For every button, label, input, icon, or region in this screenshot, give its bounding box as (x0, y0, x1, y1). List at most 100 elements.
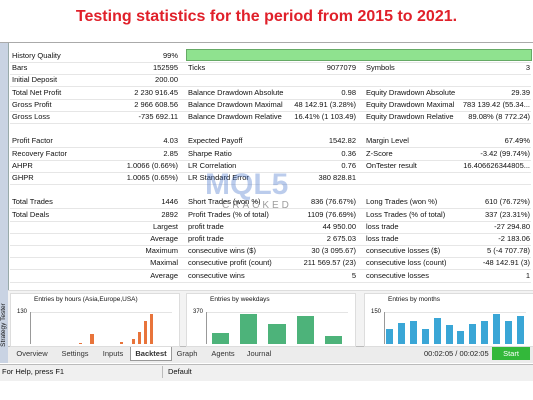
tab[interactable]: Settings (61, 349, 89, 358)
status-text: For Help, press F1 (2, 367, 65, 376)
axis (206, 312, 207, 344)
axis (384, 312, 385, 344)
stat-group: Average (150, 234, 178, 243)
bar (386, 329, 394, 344)
watermark: CRACKED (222, 200, 292, 211)
watermark: MQL5 (205, 168, 289, 201)
stat-value: 836 (76.67%) (310, 197, 356, 207)
stat-value: 99% (162, 51, 178, 60)
stat-group: Average (150, 270, 178, 280)
tab[interactable]: Overview (16, 349, 48, 358)
stat-label: AHPR (12, 160, 33, 170)
stat-value: 0.76 (341, 160, 356, 170)
stat-value: -2 183.06 (498, 234, 530, 243)
tab[interactable]: Journal (246, 349, 272, 358)
stat-value: 783 139.42 (55.34... (462, 99, 530, 109)
stat-label: Balance Drawdown Maximal (188, 99, 283, 109)
row-line (10, 171, 531, 173)
stat-label: Ticks (188, 63, 206, 73)
stat-value: 4.03 (163, 136, 178, 146)
bar (433, 318, 441, 344)
stat-label: Margin Level (366, 136, 409, 146)
y-tick-label: 150 (370, 309, 381, 315)
row-line (10, 245, 531, 246)
start-button[interactable]: Start (492, 347, 530, 360)
stat-value: 1542.82 (328, 136, 356, 146)
stat-value: 16.41% (1 103.49) (294, 112, 356, 121)
stat-value: 9077079 (326, 63, 356, 73)
stat-value: 5 (351, 270, 356, 280)
y-tick-label: 370 (192, 309, 203, 315)
stat-value: 1 (525, 270, 530, 280)
stat-label: Balance Drawdown Absolute (188, 87, 284, 97)
bar (504, 320, 512, 344)
stat-label: Expected Payoff (188, 136, 243, 146)
row-line (10, 86, 531, 88)
stat-value: 1446 (161, 197, 178, 207)
stat-value: -27 294.80 (494, 221, 530, 231)
stat-value: -735 692.11 (138, 112, 178, 121)
chart-title: Entries by weekdays (210, 296, 270, 303)
stat-value: 2 966 608.56 (134, 99, 178, 109)
bar (143, 320, 148, 344)
stat-label: History Quality (12, 51, 61, 60)
stat-label: Sharpe Ratio (188, 148, 232, 158)
bar (445, 324, 453, 344)
bar (131, 339, 136, 344)
bar (398, 322, 406, 344)
bar (78, 342, 83, 344)
stat-value: 152595 (152, 63, 178, 73)
stat-value: 337 (23.31%) (484, 209, 530, 219)
stat-label: consecutive losses ($) (366, 246, 441, 256)
stat-value: 67.49% (504, 136, 530, 146)
tab[interactable]: Inputs (102, 349, 124, 358)
stat-value: -3.42 (99.74%) (480, 148, 530, 158)
stat-label: Short Trades (won %) (188, 197, 261, 207)
tab[interactable]: Backtest (130, 347, 172, 361)
stat-label: profit trade (188, 221, 224, 231)
bar (469, 323, 477, 344)
stat-label: Equity Drawdown Maximal (366, 99, 455, 109)
stat-label: consecutive losses (366, 270, 429, 280)
grid-line (206, 312, 348, 313)
row-line (10, 220, 531, 222)
bar (457, 331, 465, 344)
row-line (10, 159, 531, 161)
stat-label: Total Deals (12, 209, 50, 219)
side-label: Strategy Tester (0, 303, 7, 347)
bar (421, 329, 429, 344)
bar (268, 324, 286, 344)
tab[interactable]: Graph (176, 349, 198, 358)
stat-label: LR Standard Error (188, 173, 249, 182)
stat-label: Symbols (366, 63, 395, 73)
stat-value: 30 (3 095.67) (311, 246, 356, 256)
stat-value: 48 142.91 (3.28%) (294, 99, 356, 109)
stat-group: Maximum (145, 246, 178, 256)
stat-label: Equity Drawdown Relative (366, 112, 454, 121)
bar (325, 336, 343, 344)
grid-line (30, 312, 172, 313)
bar (410, 320, 418, 344)
status-text: Default (168, 367, 192, 376)
stat-label: Profit Factor (12, 136, 53, 146)
timer: 00:02:05 / 00:02:05 (424, 349, 489, 358)
row-line (10, 110, 531, 112)
stat-label: Profit Trades (% of total) (188, 209, 269, 219)
row-line (10, 208, 531, 210)
status-bar (0, 364, 533, 381)
grid-line (384, 312, 526, 313)
row-line (10, 232, 531, 234)
quality-bar (186, 49, 532, 61)
row-line (10, 147, 531, 149)
stat-value: 1109 (76.69%) (307, 209, 356, 219)
tab[interactable]: Agents (211, 349, 235, 358)
bar (492, 314, 500, 344)
bar (516, 316, 524, 344)
row-line (10, 257, 531, 259)
stat-label: Bars (12, 63, 28, 73)
stat-value: 610 (76.72%) (484, 197, 530, 207)
row-line (10, 98, 531, 100)
stat-label: OnTester result (366, 160, 417, 170)
stat-value: 0.98 (341, 87, 356, 97)
row-line (10, 269, 531, 271)
